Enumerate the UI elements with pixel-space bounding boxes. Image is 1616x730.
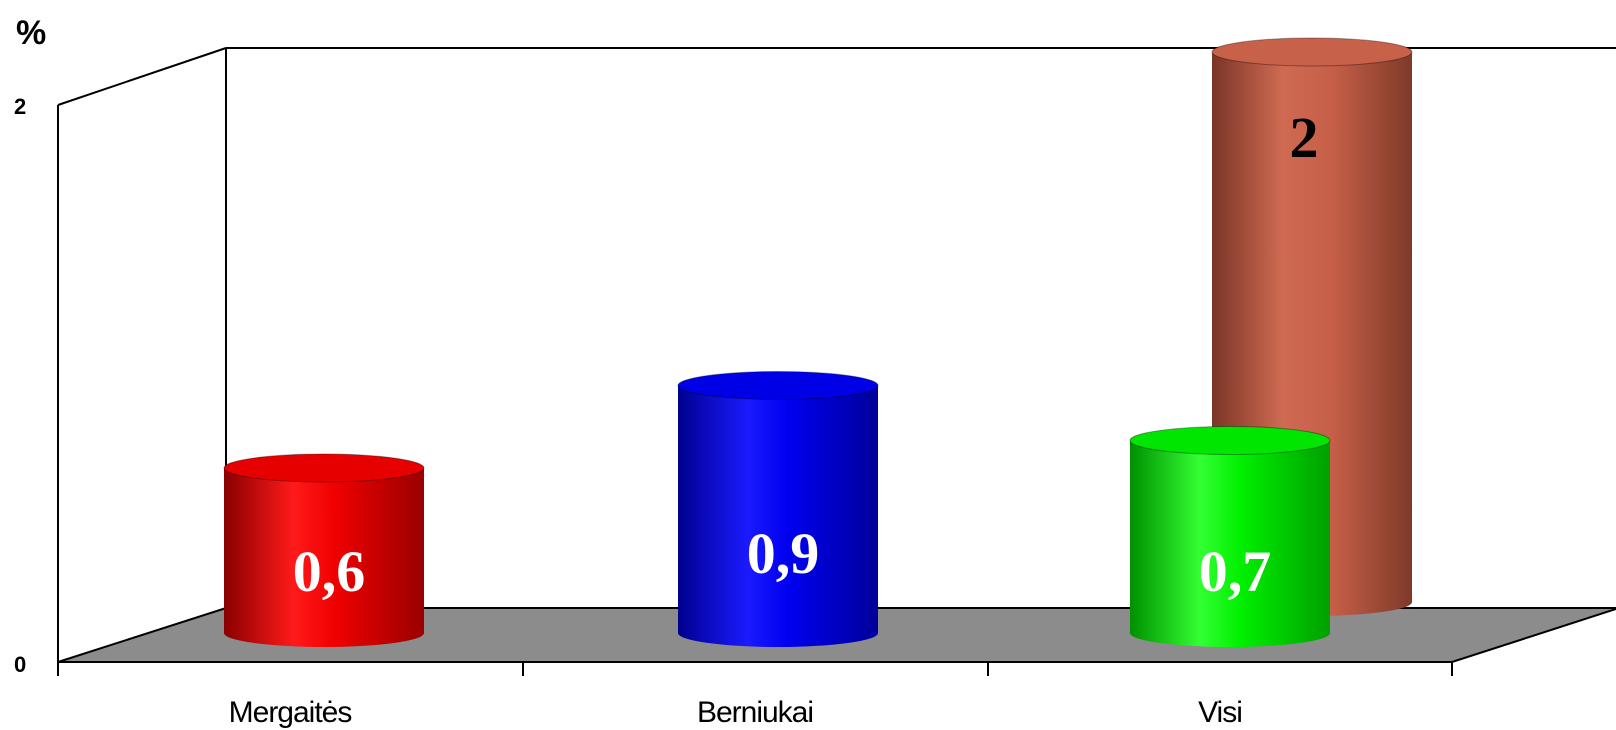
bar-berniukai-1 [678, 385, 878, 647]
bar-visi-2 [1130, 440, 1330, 647]
data-label-visi-3: 2 [1290, 105, 1319, 170]
bar-group: 2 0,6 0,9 0,7 [223, 37, 1413, 647]
bar-top-mergaites-0 [223, 453, 425, 483]
data-label-berniukai-1: 0,9 [747, 521, 820, 586]
bar-top-berniukai-1 [677, 371, 879, 400]
category-label-visi: Visi [1198, 696, 1242, 729]
y-tick-label-max: 2 [14, 94, 26, 119]
bar-top-visi-3 [1211, 37, 1413, 67]
y-tick-label-min: 0 [14, 652, 26, 677]
y-axis-label: % [16, 14, 46, 52]
category-label-mergaites: Mergaitės [229, 696, 352, 729]
bar-mergaites-0 [224, 468, 424, 647]
side-wall-top-edge [57, 47, 227, 106]
data-label-visi-2: 0,7 [1199, 539, 1272, 604]
bar-top-visi-2 [1129, 426, 1331, 455]
category-label-berniukai: Berniukai [697, 696, 813, 729]
data-label-mergaites-0: 0,6 [293, 539, 366, 604]
